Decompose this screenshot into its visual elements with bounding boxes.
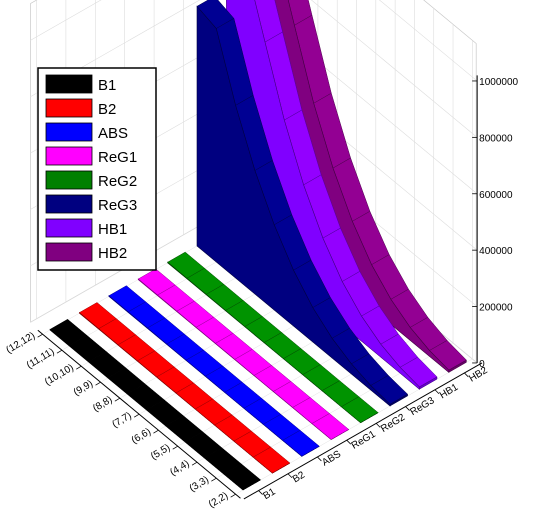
series-tick-label: ReG2 (379, 412, 407, 435)
ribbon-reg1 (137, 268, 350, 440)
category-tick (211, 477, 217, 482)
category-tick (230, 493, 236, 498)
series-tick (405, 406, 410, 411)
ribbon-end-cap (272, 462, 291, 474)
ribbon-hb1 (226, 0, 438, 390)
category-tick-label: (5,5) (149, 442, 172, 462)
series-tick-label: B2 (291, 469, 308, 485)
ribbon-end-cap (242, 479, 261, 491)
legend-label: HB1 (98, 221, 127, 238)
legend-swatch (45, 74, 93, 94)
ribbon-end-cap (360, 412, 379, 424)
ribbon-hb2 (255, 0, 467, 374)
ribbon-reg2 (167, 251, 379, 424)
series-tick-label: ReG1 (350, 429, 378, 452)
category-tick-label: (4,4) (168, 458, 191, 478)
ribbon-b2 (78, 302, 291, 474)
series-tick (317, 456, 322, 462)
z-tick-label: 800000 (479, 133, 513, 144)
category-axis-line (37, 329, 241, 499)
ribbon-side (167, 261, 361, 424)
ribbon-side (196, 5, 391, 407)
legend-swatch (45, 242, 93, 262)
category-tick (191, 461, 198, 466)
legend-swatch (45, 194, 93, 214)
z-tick-label: 600000 (479, 190, 513, 201)
gridline-horizontal (30, 0, 477, 137)
category-tick-label: (3,3) (188, 474, 211, 494)
legend-label: ReG2 (98, 173, 137, 190)
category-tick-label: (12,12) (4, 330, 37, 356)
ribbon-end-cap (389, 393, 408, 407)
series-tick (464, 372, 469, 378)
category-tick (153, 429, 159, 434)
category-tick (37, 333, 43, 338)
ribbon-end-cap (331, 429, 349, 440)
z-tick-label: 400000 (479, 246, 513, 257)
category-tick-label: (8,8) (91, 394, 114, 414)
ribbon-side (137, 278, 332, 440)
series-axis-line (243, 362, 483, 500)
legend-label: HB2 (98, 245, 127, 262)
series-tick (346, 439, 352, 445)
ribbon-reg3 (196, 0, 409, 407)
gridline-horizontal (30, 0, 477, 81)
series-tick (258, 490, 263, 495)
z-tick-label: 0 (479, 359, 485, 370)
legend-label: B2 (98, 101, 116, 118)
legend-label: ReG1 (98, 149, 137, 166)
legend-label: ABS (98, 125, 128, 142)
z-tick-label: 200000 (479, 303, 513, 314)
z-tick-label: 1000000 (479, 77, 518, 88)
category-tick (172, 445, 178, 450)
series-tick-label: HB1 (438, 382, 461, 402)
ribbon-end-cap (448, 359, 467, 373)
category-tick (133, 413, 140, 418)
legend-label: B1 (98, 77, 116, 94)
ribbon-b1 (49, 318, 262, 491)
series-tick (434, 389, 440, 395)
ribbon-end-cap (301, 446, 320, 457)
legend-swatch (45, 218, 93, 238)
series-tick (287, 473, 293, 479)
legend-swatch (45, 98, 93, 118)
chart-ribbons (49, 0, 467, 491)
chart-legend: B1 B2 ABS ReG1 ReG2 ReG3 HB1 HB2 (37, 67, 157, 271)
legend-swatch (45, 146, 93, 166)
category-tick-label: (10,10) (43, 362, 76, 388)
series-tick (375, 423, 381, 428)
legend-label: ReG3 (98, 197, 137, 214)
ribbon-abs (108, 285, 320, 457)
ribbon-side (79, 311, 273, 474)
category-tick-label: (2,2) (207, 490, 230, 510)
category-tick (76, 365, 82, 370)
legend-swatch (45, 170, 93, 190)
ribbon-end-cap (419, 376, 438, 390)
category-tick (95, 381, 101, 386)
legend-box (37, 67, 157, 271)
series-tick-label: B1 (261, 486, 278, 502)
legend-swatch (45, 122, 93, 142)
series-tick-label: ReG3 (408, 395, 436, 418)
category-tick-label: (11,11) (25, 346, 57, 371)
category-tick-label: (9,9) (72, 378, 95, 398)
series-tick-label: ABS (320, 449, 343, 469)
ribbon-side (49, 328, 244, 491)
ribbon-side (108, 295, 302, 457)
category-tick (56, 349, 63, 354)
category-tick (114, 397, 121, 402)
category-tick-label: (7,7) (110, 410, 133, 430)
category-tick-label: (6,6) (130, 426, 153, 446)
